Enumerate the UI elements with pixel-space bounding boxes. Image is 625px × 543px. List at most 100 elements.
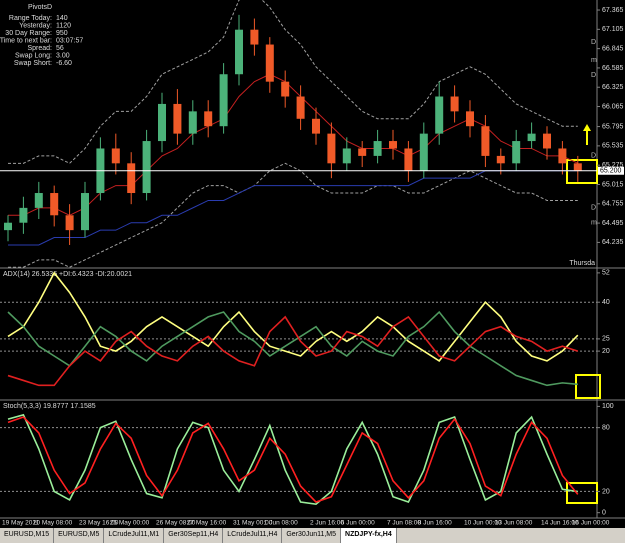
background [0,0,625,528]
x-tick-label: 16 Jun 00:00 [572,520,610,527]
highlight-box [566,482,598,504]
candle-body [358,148,367,156]
info-value: 1120 [56,22,71,29]
panel-title: ADX(14) 26.5336 +DI:6.4323 -DI:20.0021 [3,271,132,278]
pivot-label: D [591,72,596,79]
series-line [7,413,578,506]
tab[interactable]: LCrudeJul11,M1 [104,528,165,543]
price-label-box [598,166,624,175]
candle-body [173,103,182,134]
candle-body [158,103,166,142]
info-title: PivotsD [28,4,52,11]
chart: PivotsD 64.23564.49564.75565.01565.27565… [0,0,625,528]
candle-body [512,141,521,164]
x-tick-label: 8 Jun 16:00 [418,520,452,527]
y-tick-label: 66.065 [602,103,624,110]
y-tick-label: 20 [602,488,610,495]
pivot-label: D [591,205,596,212]
x-tick-label: 19 May 2011 [2,520,39,527]
y-tick-label: 64.235 [602,239,624,246]
candle-body [558,148,567,164]
x-tick-label: 14 Jun 16:00 [541,520,579,527]
y-tick-label: 100 [602,403,614,410]
highlight-box [566,159,598,184]
x-tick-label: 26 May 08:00 [156,520,196,527]
candle-body [450,96,459,112]
x-tick-label: 27 May 16:00 [187,520,227,527]
y-tick-label: 67.105 [602,26,624,33]
candle-body [543,133,551,149]
pivot-label: m [591,220,597,227]
y-tick-label: 20 [602,348,610,355]
y-tick-label: 66.585 [602,65,624,72]
candle-body [111,148,120,164]
info-value: 03:07:57 [56,37,83,44]
candle-body [65,215,74,231]
tab[interactable]: LCrudeJul11,H4 [223,528,283,543]
indicator-line [8,170,578,246]
y-tick-label: 25 [602,336,610,343]
pivot-label: D [591,39,596,46]
highlight-box [575,374,601,399]
series-line [7,315,579,387]
candle-body [34,193,43,208]
candle-body [81,193,89,231]
info-value: 3.00 [56,52,70,59]
info-value: 140 [56,15,68,22]
candle-body [4,222,12,231]
candle-body [389,141,397,149]
y-tick-label: 65.015 [602,181,624,188]
candle-body [373,141,382,156]
info-label: Time to next bar: [0,37,52,44]
y-tick-label: 0 [602,510,606,517]
pivot-label: D [591,153,596,160]
info-value: 950 [56,30,68,37]
tab[interactable]: EURUSD,M5 [54,528,105,543]
y-tick-label: 65.795 [602,123,624,130]
price-label: 65.200 [600,168,622,175]
candle-body [19,207,28,223]
series-line [7,271,579,362]
candle-body [435,96,444,134]
candle-body [496,155,505,164]
y-tick-label: 65.535 [602,143,624,150]
candle-body [312,118,320,134]
candle-body [204,111,213,127]
x-tick-label: 1 Jun 08:00 [264,520,298,527]
y-tick-label: 65.275 [602,162,624,169]
x-tick-label: 23 May 16:00 [79,520,119,527]
candle-body [327,133,336,164]
arrow-head [583,124,591,131]
info-label: Spread: [27,45,52,52]
x-tick-label: 6 Jun 00:00 [341,520,375,527]
annotation: Thursda [569,260,595,267]
tab[interactable]: Ger30Sep11,H4 [164,528,224,543]
tab-bar: EURUSD,M15 EURUSD,M5 LCrudeJul11,M1 Ger30Se… [0,528,625,543]
y-tick-label: 67.365 [602,7,624,14]
y-tick-label: 66.325 [602,84,624,91]
x-tick-label: 25 May 00:00 [110,520,150,527]
info-value: 56 [56,45,64,52]
y-tick-label: 66.845 [602,45,624,52]
candle-body [219,74,228,127]
tab[interactable]: Ger30Jun11,M5 [282,528,342,543]
info-label: Yesterday: [19,22,52,29]
pivot-label: m [591,57,597,64]
candle-body [573,163,582,171]
tab[interactable]: NZDJPY-fx,H4 [341,528,397,543]
candle-body [466,111,474,127]
y-tick-label: 64.755 [602,201,624,208]
y-tick-label: 64.495 [602,220,624,227]
x-tick-label: 31 May 00:00 [233,520,273,527]
info-label: Range Today: [9,15,52,22]
info-label: Swap Long: [15,52,52,59]
info-value: -6.60 [56,60,72,67]
candle-body [250,29,259,45]
tab[interactable]: EURUSD,M15 [0,528,55,543]
candle-body [127,163,136,194]
info-label: Swap Short: [14,60,52,67]
indicator-line [8,162,578,268]
info-label: 30 Day Range: [5,30,52,37]
indicator-line [8,0,578,164]
